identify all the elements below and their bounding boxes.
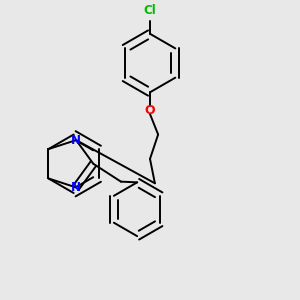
Text: N: N [71,181,81,194]
Text: N: N [71,134,81,147]
Text: O: O [145,104,155,117]
Text: Cl: Cl [144,4,156,16]
